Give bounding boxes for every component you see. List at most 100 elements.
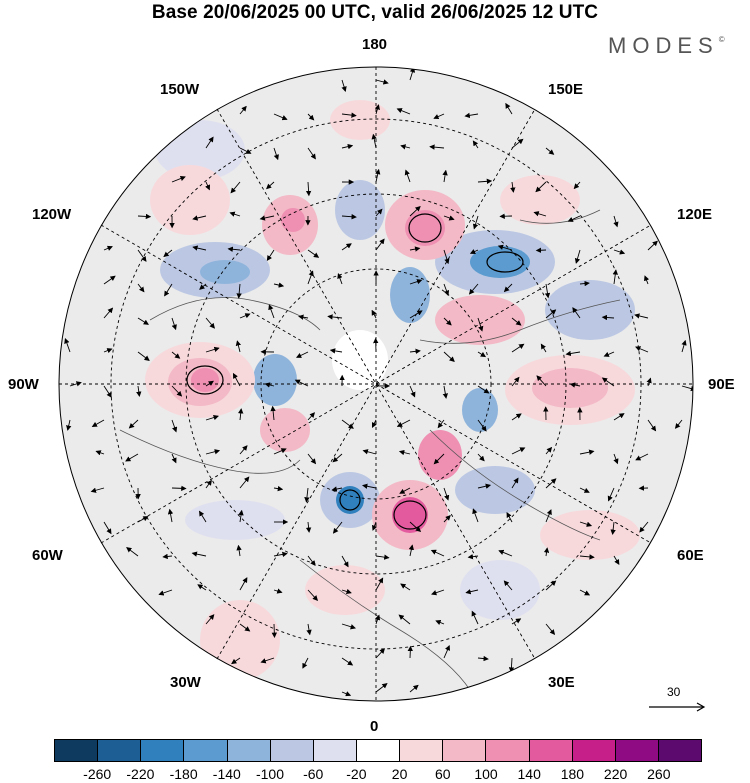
wind-vector [362, 483, 377, 489]
wind-vector [273, 485, 284, 492]
wind-vector [341, 112, 357, 118]
wind-vectors [64, 67, 693, 697]
wind-vector [232, 372, 241, 387]
colorbar-cell [183, 740, 227, 761]
wind-vector [396, 419, 411, 427]
colorbar-cell [571, 740, 615, 761]
wind-vector [646, 377, 652, 387]
colorbar-cell [140, 740, 184, 761]
wind-vector [647, 419, 657, 432]
wind-vector [375, 554, 390, 560]
wind-vector [128, 419, 139, 429]
wind-vector [171, 351, 181, 359]
wind-vector [375, 577, 384, 591]
wind-vector [579, 554, 595, 560]
anomaly-field [59, 67, 693, 701]
wind-vector [503, 580, 513, 591]
colorbar-ticks: -260 -220 -180 -140 -100 -60 -20 20 60 100 140 180 2… [0, 766, 750, 783]
wind-vector [409, 279, 423, 285]
wind-vector [239, 105, 247, 115]
wind-vector [400, 583, 411, 591]
colorbar-cell [528, 740, 572, 761]
wind-vector [270, 405, 276, 421]
wind-vector [273, 588, 283, 594]
wind-vector [205, 317, 215, 329]
wind-vector [409, 385, 416, 398]
wind-vector [273, 448, 287, 455]
wind-vector [294, 379, 309, 387]
wind-vector [430, 549, 445, 557]
lon-label-60e: 60E [677, 547, 704, 564]
wind-vector [230, 181, 241, 194]
colorbar-cell [485, 740, 529, 761]
wind-vector [477, 385, 490, 394]
colorbar-tick-label: 20 [391, 766, 408, 782]
wind-vector [375, 79, 389, 85]
wind-vector [341, 243, 352, 251]
wind-vector [375, 238, 385, 251]
wind-vector [302, 657, 309, 669]
wind-vector [199, 510, 207, 523]
wind-vector [477, 351, 487, 358]
wind-vector [341, 657, 354, 666]
wind-vector [126, 547, 139, 557]
lon-label-90e: 90E [708, 376, 735, 393]
wind-vector [533, 211, 547, 217]
page-title: Base 20/06/2025 00 UTC, valid 26/06/2025… [151, 2, 599, 23]
lon-label-150w: 150W [160, 81, 200, 98]
wind-vector [610, 521, 616, 535]
wind-vector [635, 453, 649, 461]
wind-vector [634, 313, 649, 319]
wind-vector [409, 205, 421, 217]
colorbar-cell [226, 740, 270, 761]
colorbar-tick-label: -20 [346, 766, 367, 782]
wind-vector [337, 273, 343, 285]
wind-vector [477, 317, 484, 332]
lon-label-120e: 120E [677, 206, 713, 223]
wind-vector [191, 551, 207, 557]
wind-vector [511, 618, 522, 625]
wind-vector [362, 449, 377, 455]
wind-vector [162, 553, 173, 560]
wind-vector [307, 453, 317, 465]
wind-vector [477, 178, 493, 185]
wind-vector [612, 269, 618, 285]
wind-vector [372, 521, 378, 531]
wind-vector [443, 215, 455, 221]
wind-vector [437, 419, 445, 429]
wind-vector [407, 645, 414, 659]
wind-vector [235, 340, 242, 353]
wind-vector [103, 385, 112, 398]
wind-vector [239, 147, 252, 154]
wind-vector [236, 544, 242, 557]
wind-vector [477, 483, 492, 489]
wind-vector [266, 181, 275, 190]
wind-vector [95, 450, 105, 456]
lon-label-30e: 30E [548, 674, 575, 691]
wind-vector [136, 385, 142, 397]
wind-vector [375, 683, 388, 693]
colorbar-cell [442, 740, 486, 761]
wind-vector [371, 419, 377, 429]
wind-vector [238, 408, 244, 421]
wind-vector [163, 249, 173, 258]
wind-vector [103, 275, 116, 285]
wind-vector [477, 453, 485, 462]
wind-vector [171, 453, 177, 464]
wind-vector [409, 67, 416, 81]
wind-vector [601, 314, 615, 321]
wind-vector [205, 449, 221, 455]
wind-vector [467, 554, 479, 560]
wind-vector [327, 314, 343, 320]
modes-logo: MODES© [608, 33, 725, 59]
wind-vector [307, 589, 319, 601]
wind-vector [545, 623, 556, 635]
wind-vector [613, 555, 620, 565]
wind-vector [273, 282, 285, 288]
wind-vector [443, 351, 455, 363]
wind-vector [273, 113, 288, 121]
reference-vector: 30 [647, 685, 707, 725]
wind-vector [613, 453, 619, 465]
lon-label-150e: 150E [548, 81, 584, 98]
